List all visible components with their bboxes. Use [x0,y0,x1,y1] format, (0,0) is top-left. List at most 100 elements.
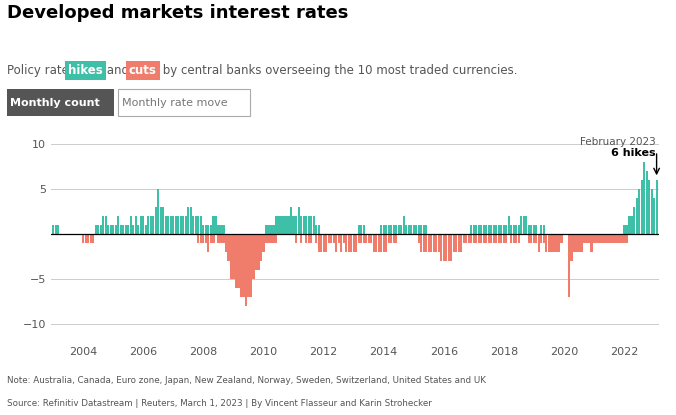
Bar [135,216,137,234]
Bar [628,216,630,234]
Bar [380,234,382,252]
Bar [558,234,560,252]
Bar [433,234,435,252]
Bar [483,234,485,243]
Bar [117,216,120,234]
Bar [383,234,385,252]
Text: February 2023: February 2023 [579,137,655,146]
Bar [468,234,470,243]
Bar [120,225,122,234]
Bar [387,225,390,234]
Bar [453,234,455,252]
Bar [585,234,587,243]
Bar [345,234,347,252]
Bar [335,234,337,252]
Bar [370,234,372,243]
Bar [440,234,442,261]
Bar [395,234,397,243]
Bar [268,234,270,243]
Bar [615,234,618,243]
Bar [603,234,605,243]
Bar [540,234,543,243]
Bar [365,234,367,243]
Bar [245,234,247,306]
Bar [625,234,627,243]
Bar [297,207,299,234]
Bar [593,234,595,243]
Bar [308,216,310,234]
Text: Monthly count: Monthly count [10,98,100,108]
Bar [200,234,202,243]
Bar [518,225,520,234]
Text: Developed markets interest rates: Developed markets interest rates [7,4,348,22]
Bar [140,216,142,234]
Bar [608,234,610,243]
Bar [583,234,585,243]
Bar [470,234,473,243]
Bar [145,225,147,234]
Bar [463,234,465,243]
Bar [490,234,492,243]
Bar [546,234,548,252]
Bar [556,234,558,252]
Bar [360,234,362,243]
Bar [465,234,467,243]
Bar [205,234,207,243]
Bar [525,216,527,234]
Bar [155,207,157,234]
Bar [362,225,365,234]
Bar [295,234,297,243]
Bar [403,216,405,234]
Bar [158,189,160,234]
Bar [458,234,460,252]
Text: Source: Refinitiv Datastream | Reuters, March 1, 2023 | By Vincent Flasseur and : Source: Refinitiv Datastream | Reuters, … [7,399,432,408]
Bar [550,234,552,252]
Bar [318,225,320,234]
Bar [496,225,498,234]
Bar [180,216,182,234]
Bar [606,234,608,243]
Bar [220,225,222,234]
Bar [638,189,640,234]
Bar [318,234,320,252]
Bar [255,234,257,270]
Bar [147,216,149,234]
Bar [378,234,380,252]
Bar [420,225,422,234]
Bar [420,234,422,252]
Bar [418,225,420,234]
Bar [368,234,370,243]
Bar [498,234,500,243]
Bar [200,216,202,234]
Bar [450,234,452,261]
Bar [260,234,262,261]
Bar [473,225,475,234]
Bar [422,225,425,234]
Bar [535,234,537,243]
Bar [510,234,512,243]
Bar [142,216,145,234]
Bar [243,234,245,297]
Bar [52,225,54,234]
Bar [543,225,545,234]
Bar [500,225,502,234]
Bar [397,225,400,234]
Bar [208,234,210,252]
Bar [130,216,132,234]
Bar [400,225,402,234]
Bar [268,225,270,234]
Bar [543,234,545,243]
Bar [521,216,523,234]
Bar [233,234,235,279]
Bar [277,216,280,234]
Bar [87,234,89,243]
Bar [84,234,87,243]
Bar [218,225,220,234]
Bar [272,225,274,234]
Bar [305,216,307,234]
Bar [280,216,282,234]
Bar [187,207,189,234]
Bar [102,216,104,234]
Bar [503,234,505,243]
Bar [137,225,139,234]
